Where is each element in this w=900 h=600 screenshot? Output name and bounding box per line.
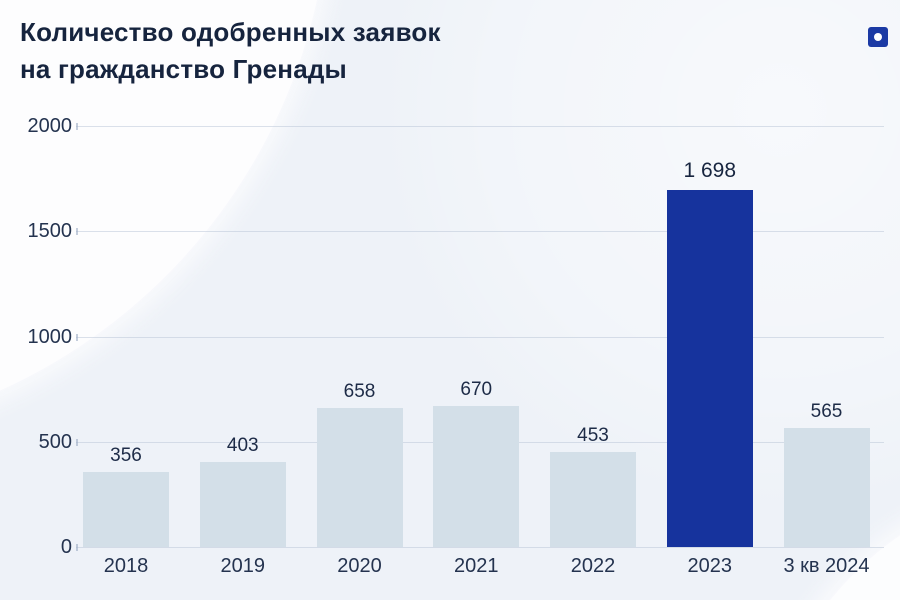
value-label-2023: 1 698 <box>683 159 737 182</box>
y-axis-label-0: 0 <box>60 536 72 558</box>
value-label-3-кв-2024: 565 <box>810 401 843 422</box>
bar-2020 <box>316 408 403 547</box>
x-axis-label-3-кв-2024: 3 кв 2024 <box>783 555 870 577</box>
x-axis-label-2018: 2018 <box>103 555 149 577</box>
value-label-2018: 356 <box>110 445 142 466</box>
y-axis-label-1500: 1500 <box>27 220 73 243</box>
brand-dot-icon <box>868 27 888 47</box>
x-axis-label-2023: 2023 <box>687 555 733 577</box>
gridline-2000 <box>76 123 884 130</box>
bar-2019 <box>199 462 286 547</box>
bar-3-кв-2024 <box>783 428 870 547</box>
chart-title: Количество одобренных заявок на гражданс… <box>20 14 441 88</box>
y-axis-label-500: 500 <box>38 430 72 453</box>
bar-2023 <box>666 190 753 547</box>
axis-tick <box>76 438 78 446</box>
value-label-2020: 658 <box>343 381 376 402</box>
brand-dot-inner-circle <box>874 33 882 41</box>
value-label-2019: 403 <box>226 435 259 456</box>
gridline-1500 <box>76 228 884 236</box>
x-axis-label-2019: 2019 <box>220 555 266 577</box>
chart-title-line2: на гражданство Гренады <box>20 54 347 84</box>
gridline-0 <box>76 544 884 551</box>
bar-2022 <box>550 452 636 547</box>
x-axis-label-2021: 2021 <box>454 555 499 577</box>
bar-2018 <box>83 472 169 547</box>
bar-2021 <box>433 406 520 547</box>
y-axis-label-1000: 1000 <box>27 325 73 348</box>
x-axis-label-2020: 2020 <box>337 555 382 577</box>
axis-tick <box>76 123 78 130</box>
gridline-1000 <box>76 333 884 341</box>
chart-title-line1: Количество одобренных заявок <box>20 17 441 47</box>
y-axis-label-2000: 2000 <box>27 115 73 137</box>
axis-tick <box>76 333 78 341</box>
value-label-2021: 670 <box>460 379 493 400</box>
axis-tick <box>76 228 78 236</box>
value-label-2022: 453 <box>577 425 609 446</box>
axis-tick <box>76 544 78 551</box>
x-axis-label-2022: 2022 <box>570 555 616 577</box>
